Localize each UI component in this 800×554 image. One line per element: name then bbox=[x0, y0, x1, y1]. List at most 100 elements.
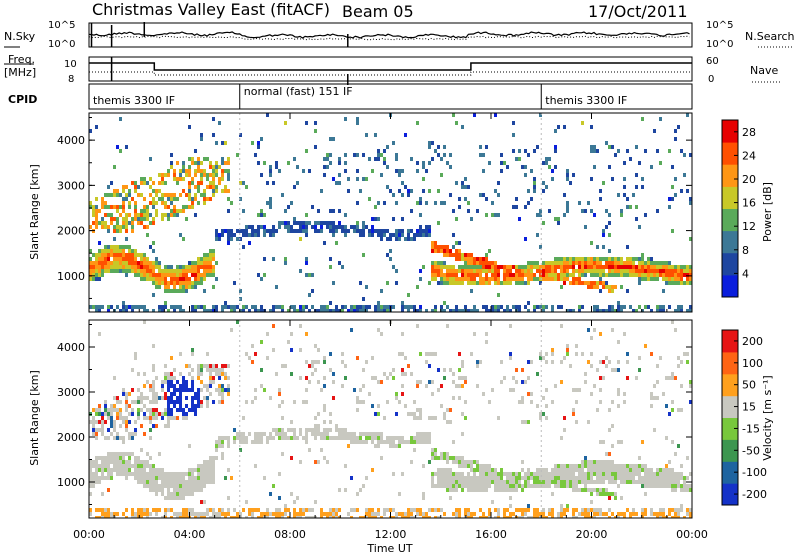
power-cell bbox=[458, 277, 461, 281]
power-cell bbox=[539, 269, 542, 273]
power-cell bbox=[602, 229, 605, 233]
velocity-cell bbox=[512, 484, 515, 488]
colorbar-swatch bbox=[722, 439, 738, 462]
velocity-cell bbox=[611, 444, 614, 448]
power-cell bbox=[104, 253, 107, 257]
power-cell bbox=[113, 193, 116, 197]
power-cell bbox=[632, 309, 635, 312]
power-cell bbox=[629, 261, 632, 265]
power-cell bbox=[452, 209, 455, 213]
velocity-cell bbox=[215, 444, 218, 448]
power-cell bbox=[221, 173, 224, 177]
velocity-cell bbox=[293, 436, 296, 440]
velocity-cell bbox=[512, 512, 515, 516]
velocity-cell bbox=[260, 384, 263, 388]
velocity-cell bbox=[209, 472, 212, 476]
velocity-cell bbox=[329, 428, 332, 432]
velocity-cell bbox=[356, 356, 359, 360]
velocity-cell bbox=[599, 512, 602, 516]
velocity-cell bbox=[575, 464, 578, 468]
velocity-cell bbox=[476, 476, 479, 480]
velocity-cell bbox=[659, 480, 662, 484]
power-cell bbox=[416, 121, 419, 125]
velocity-cell bbox=[485, 484, 488, 488]
velocity-cell bbox=[341, 428, 344, 432]
power-cell bbox=[344, 225, 347, 229]
velocity-cell bbox=[203, 460, 206, 464]
velocity-cell bbox=[320, 388, 323, 392]
power-cell bbox=[449, 273, 452, 277]
velocity-cell bbox=[401, 372, 404, 376]
velocity-cell bbox=[179, 480, 182, 484]
power-cell bbox=[191, 177, 194, 181]
power-cell bbox=[674, 269, 677, 273]
velocity-cell bbox=[590, 492, 593, 496]
power-cell bbox=[518, 273, 521, 277]
power-cell bbox=[161, 277, 164, 281]
power-cell bbox=[428, 145, 431, 149]
power-cell bbox=[203, 273, 206, 277]
power-cell bbox=[158, 181, 161, 185]
power-cell bbox=[134, 217, 137, 221]
velocity-cell bbox=[101, 468, 104, 472]
velocity-cell bbox=[95, 464, 98, 468]
velocity-cell bbox=[92, 432, 95, 436]
velocity-cell bbox=[134, 432, 137, 436]
velocity-cell bbox=[188, 444, 191, 448]
power-cell bbox=[143, 277, 146, 281]
power-cell bbox=[608, 285, 611, 289]
velocity-cell bbox=[425, 440, 428, 444]
velocity-cell bbox=[677, 508, 680, 512]
velocity-cell bbox=[236, 320, 239, 324]
velocity-cell bbox=[158, 488, 161, 492]
power-cell bbox=[236, 153, 239, 157]
power-cell bbox=[647, 273, 650, 277]
velocity-cell bbox=[677, 484, 680, 488]
power-cell bbox=[533, 309, 536, 312]
velocity-cell bbox=[128, 436, 131, 440]
power-cell bbox=[233, 233, 236, 237]
power-cell bbox=[455, 249, 458, 253]
power-cell bbox=[248, 241, 251, 245]
velocity-cell bbox=[458, 396, 461, 400]
power-cell bbox=[533, 273, 536, 277]
velocity-cell bbox=[590, 464, 593, 468]
power-cell bbox=[518, 305, 521, 309]
power-cell bbox=[257, 225, 260, 229]
power-cell bbox=[638, 269, 641, 273]
velocity-cell bbox=[671, 408, 674, 412]
power-cell bbox=[161, 181, 164, 185]
velocity-cell bbox=[101, 416, 104, 420]
power-cell bbox=[467, 261, 470, 265]
power-cell bbox=[194, 261, 197, 265]
velocity-cell bbox=[206, 468, 209, 472]
velocity-cell bbox=[212, 468, 215, 472]
velocity-cell bbox=[143, 320, 146, 324]
power-cell bbox=[218, 177, 221, 181]
power-cell bbox=[167, 269, 170, 273]
velocity-cell bbox=[587, 508, 590, 512]
power-cell bbox=[605, 281, 608, 285]
velocity-cell bbox=[494, 508, 497, 512]
velocity-cell bbox=[140, 424, 143, 428]
power-cell bbox=[188, 173, 191, 177]
velocity-cell bbox=[305, 376, 308, 380]
power-cell bbox=[428, 233, 431, 237]
velocity-cell bbox=[494, 488, 497, 492]
velocity-cell bbox=[134, 420, 137, 424]
power-cell bbox=[374, 229, 377, 233]
velocity-cell bbox=[659, 512, 662, 516]
velocity-cell bbox=[401, 472, 404, 476]
velocity-cell bbox=[317, 348, 320, 352]
power-cell bbox=[95, 273, 98, 277]
power-cell bbox=[230, 233, 233, 237]
velocity-cell bbox=[266, 332, 269, 336]
velocity-cell bbox=[476, 468, 479, 472]
power-cell bbox=[182, 161, 185, 165]
power-cell bbox=[500, 281, 503, 285]
power-cell bbox=[434, 269, 437, 273]
power-cell bbox=[434, 149, 437, 153]
velocity-cell bbox=[377, 328, 380, 332]
velocity-cell bbox=[482, 512, 485, 516]
n-sky-trace bbox=[88, 31, 690, 39]
